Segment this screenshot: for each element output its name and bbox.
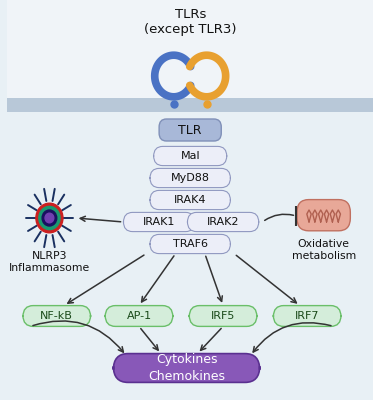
FancyBboxPatch shape [150, 234, 231, 254]
FancyBboxPatch shape [188, 212, 259, 232]
Circle shape [42, 210, 57, 226]
FancyBboxPatch shape [105, 306, 173, 326]
Text: Mal: Mal [181, 151, 200, 161]
FancyBboxPatch shape [123, 212, 195, 232]
Circle shape [39, 206, 60, 230]
FancyBboxPatch shape [154, 146, 227, 166]
FancyBboxPatch shape [150, 190, 231, 210]
FancyBboxPatch shape [150, 168, 231, 188]
FancyBboxPatch shape [23, 306, 91, 326]
Text: Cytokines
Chemokines: Cytokines Chemokines [148, 354, 225, 382]
FancyBboxPatch shape [113, 354, 260, 382]
FancyBboxPatch shape [273, 306, 341, 326]
Circle shape [45, 213, 54, 223]
FancyBboxPatch shape [7, 98, 373, 112]
FancyBboxPatch shape [297, 200, 350, 231]
Text: IRAK4: IRAK4 [174, 195, 206, 205]
Text: TLRs
(except TLR3): TLRs (except TLR3) [144, 8, 236, 36]
Text: NF-kB: NF-kB [40, 311, 73, 321]
FancyBboxPatch shape [7, 0, 373, 98]
Text: NLRP3
Inflammasome: NLRP3 Inflammasome [9, 251, 90, 273]
Text: IRAK1: IRAK1 [143, 217, 175, 227]
Text: IRF5: IRF5 [211, 311, 235, 321]
Text: TLR: TLR [178, 124, 202, 136]
Text: TRAF6: TRAF6 [173, 239, 208, 249]
Text: IRAK2: IRAK2 [207, 217, 239, 227]
FancyBboxPatch shape [159, 119, 221, 141]
Text: IRF7: IRF7 [295, 311, 319, 321]
Text: Oxidative
metabolism: Oxidative metabolism [292, 239, 356, 261]
Text: MyD88: MyD88 [171, 173, 210, 183]
Text: AP-1: AP-1 [126, 311, 151, 321]
Circle shape [36, 203, 63, 233]
FancyBboxPatch shape [189, 306, 257, 326]
